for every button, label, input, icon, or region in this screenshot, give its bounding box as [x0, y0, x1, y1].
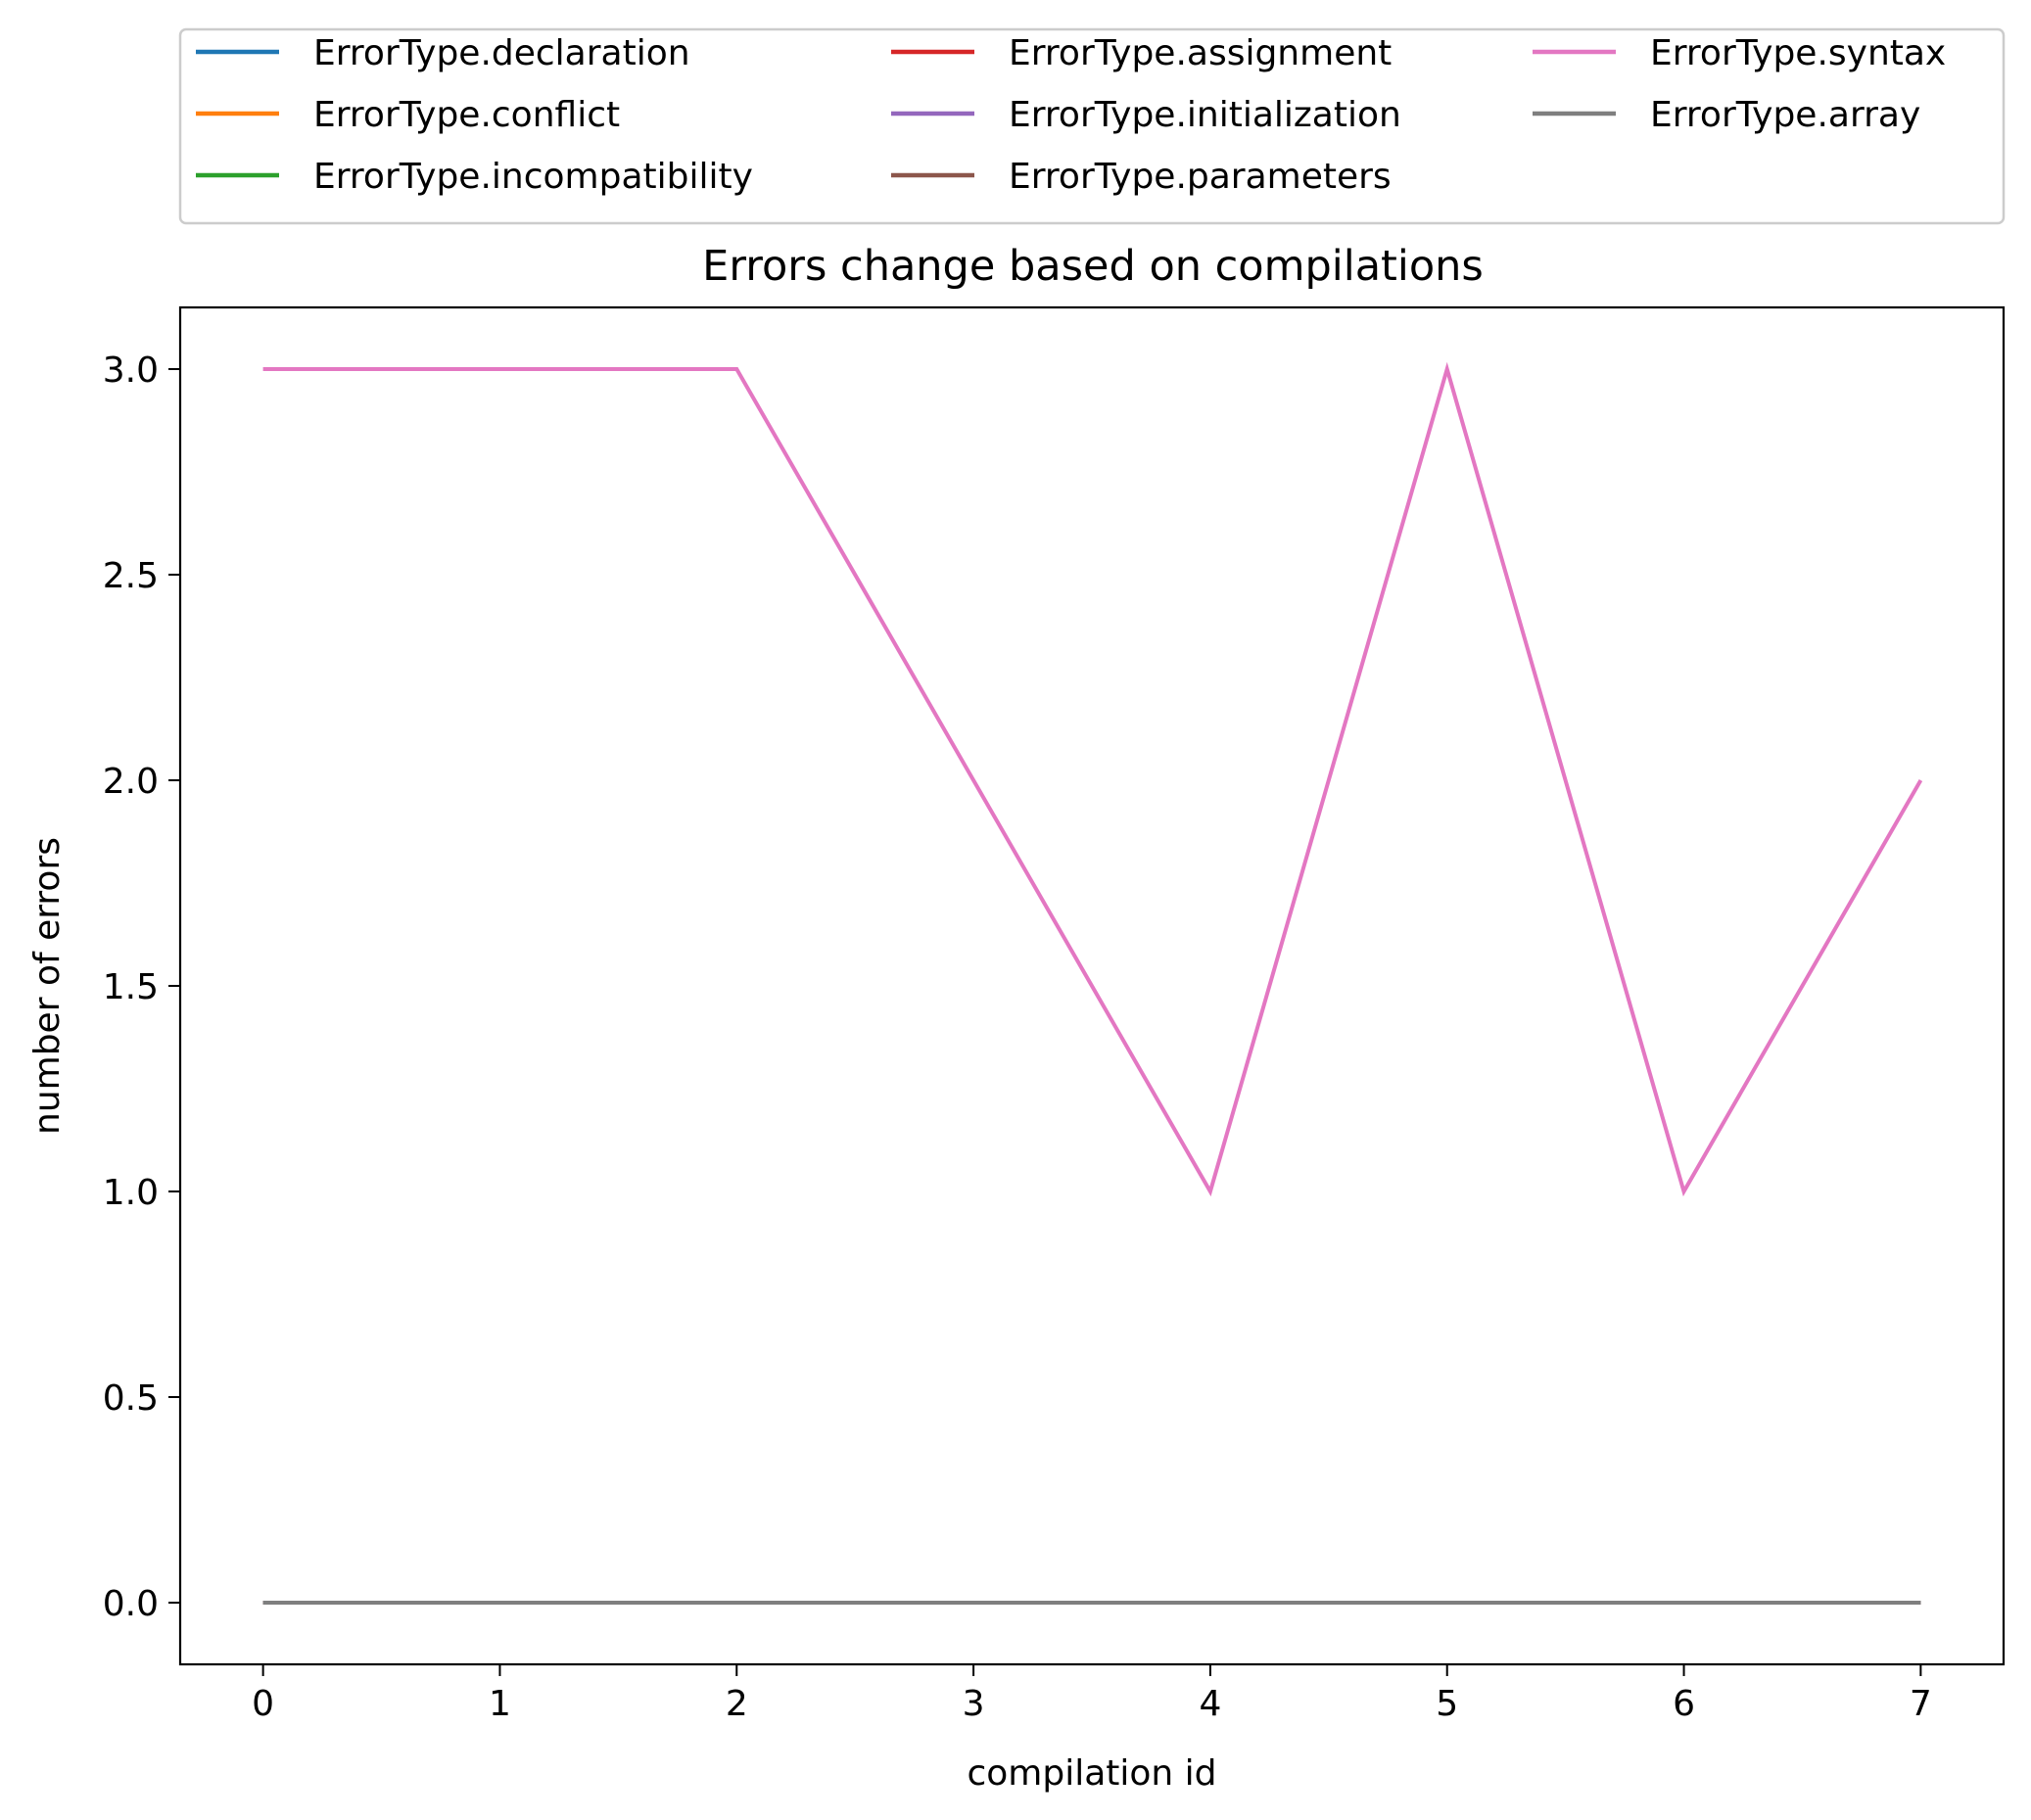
legend: ErrorType.declaration ErrorType.conflict E… — [178, 27, 2006, 225]
y-axis-label: number of errors — [27, 837, 68, 1135]
chart-title: Errors change based on compilations — [702, 242, 1484, 291]
y-tick-label: 3.0 — [103, 350, 159, 391]
x-tick-label: 4 — [1199, 1684, 1221, 1724]
x-tick-label: 7 — [1910, 1684, 1932, 1724]
x-tick-label: 3 — [963, 1684, 985, 1724]
plot-area: 0 1 2 3 4 5 6 7 0.0 0.5 1.0 1.5 2.0 2.5 3.0 — [103, 305, 2006, 1724]
y-tick-label: 1.0 — [103, 1173, 159, 1213]
series-line-6 — [262, 361, 1923, 1197]
legend-label-2: ErrorType.incompatibility — [313, 157, 753, 197]
legend-label-1: ErrorType.conflict — [313, 95, 620, 135]
legend-entries: ErrorType.declaration ErrorType.conflict E… — [196, 33, 1946, 197]
legend-label-3: ErrorType.assignment — [1009, 33, 1392, 73]
legend-label-5: ErrorType.parameters — [1009, 157, 1392, 197]
legend-frame — [178, 27, 2006, 225]
y-tick-label: 1.5 — [103, 967, 159, 1007]
x-tick-label: 5 — [1436, 1684, 1458, 1724]
x-tick-label: 2 — [726, 1684, 748, 1724]
y-tick-label: 2.5 — [103, 556, 159, 596]
series-layer — [262, 361, 1923, 1605]
legend-label-6: ErrorType.syntax — [1650, 33, 1946, 73]
y-tick-label: 0.5 — [103, 1378, 159, 1419]
x-tick-label: 1 — [489, 1684, 511, 1724]
legend-label-0: ErrorType.declaration — [313, 33, 690, 73]
y-tick-label: 2.0 — [103, 762, 159, 802]
y-tick-label: 0.0 — [103, 1584, 159, 1624]
y-axis-ticks: 0.0 0.5 1.0 1.5 2.0 2.5 3.0 — [103, 350, 180, 1624]
x-tick-label: 0 — [252, 1684, 274, 1724]
x-axis-ticks: 0 1 2 3 4 5 6 7 — [252, 1664, 1932, 1724]
x-tick-label: 6 — [1673, 1684, 1695, 1724]
legend-label-7: ErrorType.array — [1650, 95, 1920, 135]
legend-label-4: ErrorType.initialization — [1009, 95, 1401, 135]
x-axis-label: compilation id — [967, 1753, 1216, 1794]
